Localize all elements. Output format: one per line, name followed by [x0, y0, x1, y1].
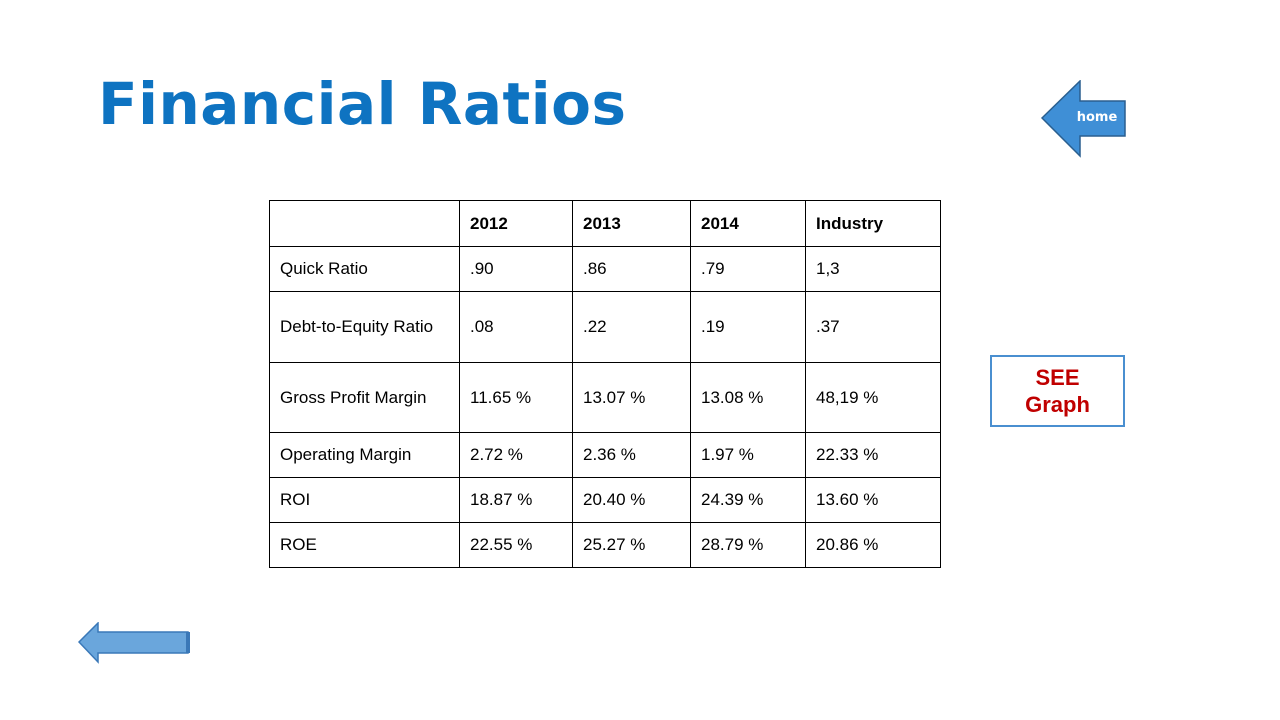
table-cell: 25.27 % [572, 522, 691, 568]
table-row: ROE 22.55 % 25.27 % 28.79 % 20.86 % [269, 522, 941, 568]
table-row: Operating Margin 2.72 % 2.36 % 1.97 % 22… [269, 432, 941, 478]
table-header-cell: 2013 [572, 200, 691, 247]
table-cell: 20.86 % [805, 522, 941, 568]
table-cell: 11.65 % [459, 362, 573, 433]
table-cell: .86 [572, 246, 691, 292]
row-label: Operating Margin [269, 432, 460, 478]
table-header-row: 2012 2013 2014 Industry [269, 200, 941, 247]
table-header-cell: 2014 [690, 200, 806, 247]
table-cell: .19 [690, 291, 806, 363]
table-cell: 24.39 % [690, 477, 806, 523]
table-cell: .08 [459, 291, 573, 363]
table-cell: 22.55 % [459, 522, 573, 568]
table-header-cell: Industry [805, 200, 941, 247]
table-header-cell: 2012 [459, 200, 573, 247]
table-cell: 1.97 % [690, 432, 806, 478]
financial-ratios-table: 2012 2013 2014 Industry Quick Ratio .90 … [269, 200, 941, 568]
table-row: Quick Ratio .90 .86 .79 1,3 [269, 246, 941, 292]
table-cell: .79 [690, 246, 806, 292]
table-cell: 2.36 % [572, 432, 691, 478]
back-arrow-icon [77, 621, 190, 664]
table-cell: 20.40 % [572, 477, 691, 523]
home-button[interactable]: home [1041, 80, 1127, 158]
table-cell: 1,3 [805, 246, 941, 292]
table-cell: 48,19 % [805, 362, 941, 433]
row-label: Gross Profit Margin [269, 362, 460, 433]
row-label: Debt-to-Equity Ratio [269, 291, 460, 363]
table-cell: .90 [459, 246, 573, 292]
table-header-cell [269, 200, 460, 247]
table-cell: 13.07 % [572, 362, 691, 433]
table-cell: 2.72 % [459, 432, 573, 478]
table-row: Gross Profit Margin 11.65 % 13.07 % 13.0… [269, 362, 941, 433]
row-label: Quick Ratio [269, 246, 460, 292]
page-title: Financial Ratios [98, 70, 627, 138]
left-arrow-icon [1041, 80, 1126, 158]
table-cell: 13.60 % [805, 477, 941, 523]
table-cell: 22.33 % [805, 432, 941, 478]
home-label: home [1076, 110, 1118, 125]
table-cell: 13.08 % [690, 362, 806, 433]
table-cell: 28.79 % [690, 522, 806, 568]
row-label: ROE [269, 522, 460, 568]
table-row: Debt-to-Equity Ratio .08 .22 .19 .37 [269, 291, 941, 363]
table-cell: .37 [805, 291, 941, 363]
row-label: ROI [269, 477, 460, 523]
see-graph-label: SEE Graph [1025, 365, 1090, 417]
see-graph-button[interactable]: SEE Graph [990, 355, 1125, 427]
back-button[interactable] [77, 621, 194, 664]
table-row: ROI 18.87 % 20.40 % 24.39 % 13.60 % [269, 477, 941, 523]
table-cell: 18.87 % [459, 477, 573, 523]
table-cell: .22 [572, 291, 691, 363]
